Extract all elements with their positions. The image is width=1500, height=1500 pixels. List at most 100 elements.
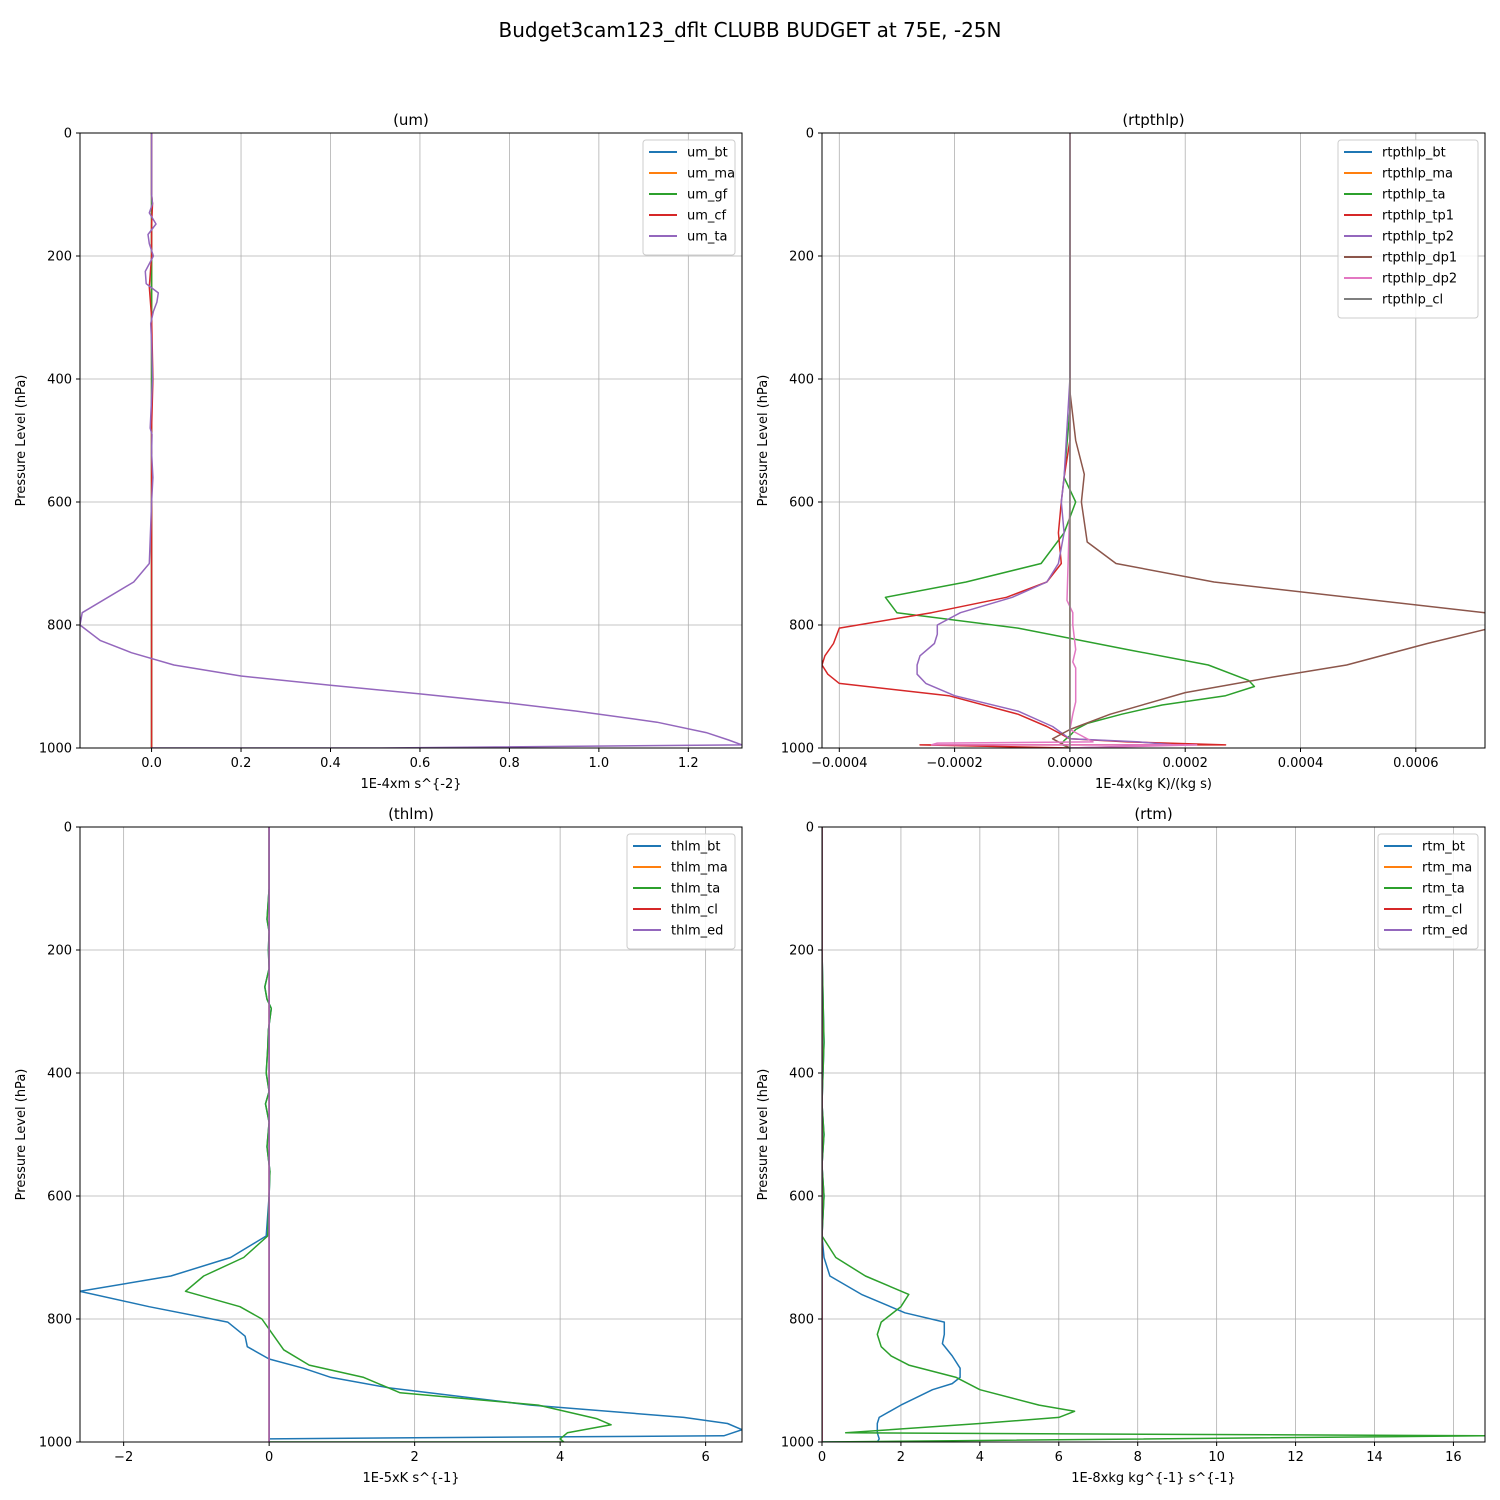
series-line-rtpthlp_tp2	[916, 133, 1175, 748]
legend-label: um_ta	[687, 230, 727, 245]
x-tick-label: 6	[1055, 1450, 1063, 1465]
series-line-rtm_ta	[822, 827, 1485, 1442]
x-tick-label: 10	[1208, 1450, 1225, 1465]
x-tick-label: −0.0002	[926, 756, 982, 771]
chart-panel-1: −0.0004 −0.0002 0.0000 0.0002 0.0004 0.0006 0 2…	[756, 111, 1486, 792]
plot-frame	[79, 132, 743, 749]
x-tick-label: 2	[410, 1450, 418, 1465]
y-tick-label: 400	[47, 373, 72, 388]
legend-label: rtm_ta	[1422, 882, 1465, 897]
x-tick-label: 0.0	[141, 756, 162, 771]
legend: rtm_bt rtm_ma rtm_ta rtm_cl rtm_ed	[1377, 833, 1479, 950]
x-tick-label: 0.0000	[1047, 756, 1093, 771]
legend-label: thlm_ma	[671, 861, 728, 876]
series-line-um_ta	[80, 133, 742, 748]
series-line-rtpthlp_ta	[884, 133, 1256, 748]
series-group	[822, 827, 1485, 1442]
legend: thlm_bt thlm_ma thlm_ta thlm_cl thlm_ed	[626, 833, 736, 950]
y-tick-label: 0	[806, 821, 814, 836]
legend-box	[626, 833, 736, 950]
legend-label: thlm_ta	[671, 882, 720, 897]
legend: rtpthlp_bt rtpthlp_ma rtpthlp_ta rtpthlp_tp…	[1337, 139, 1479, 319]
y-tick-label: 0	[64, 127, 72, 142]
y-tick-label: 400	[47, 1067, 72, 1082]
x-tick-label: 1.0	[589, 756, 610, 771]
x-tick-label: −2	[114, 1450, 133, 1465]
y-tick-label: 600	[47, 1190, 72, 1205]
y-axis-label: Pressure Level (hPa)	[756, 1069, 771, 1201]
y-tick-label: 1000	[781, 742, 814, 757]
legend-label: rtpthlp_dp1	[1382, 251, 1457, 266]
x-axis-label: 1E-4x(kg K)/(kg s)	[1095, 777, 1212, 792]
y-tick-label: 1000	[39, 1436, 72, 1451]
series-line-rtm_bt	[822, 827, 961, 1442]
x-axis-label: 1E-4xm s^{-2}	[360, 777, 461, 792]
x-tick-label: 4	[976, 1450, 984, 1465]
legend-box	[642, 139, 736, 256]
y-tick-label: 200	[47, 250, 72, 265]
x-tick-label: 0.0006	[1393, 756, 1439, 771]
x-tick-label: 0.8	[499, 756, 520, 771]
legend-label: rtpthlp_bt	[1382, 146, 1446, 161]
y-axis-label: Pressure Level (hPa)	[14, 375, 29, 507]
panel-title: (rtm)	[1134, 805, 1172, 823]
x-tick-label: 12	[1287, 1450, 1304, 1465]
y-tick-label: 200	[47, 944, 72, 959]
y-tick-label: 600	[789, 1190, 814, 1205]
x-tick-label: −0.0004	[811, 756, 867, 771]
x-tick-label: 0.6	[410, 756, 431, 771]
legend-label: um_bt	[687, 146, 728, 161]
x-tick-label: 0.0002	[1162, 756, 1208, 771]
chart-panel-2: −2 0 2 4 6 0 200 400 600 800 1000 (thlm) 1E-5xK s^{-…	[14, 805, 743, 1486]
legend-label: rtpthlp_dp2	[1382, 272, 1457, 287]
x-tick-label: 16	[1445, 1450, 1462, 1465]
y-tick-label: 200	[789, 944, 814, 959]
legend-label: um_ma	[687, 167, 735, 182]
y-tick-label: 0	[806, 127, 814, 142]
panel-title: (thlm)	[388, 805, 434, 823]
figure-title: Budget3cam123_dflt CLUBB BUDGET at 75E, …	[499, 18, 1002, 42]
series-group	[80, 133, 742, 748]
series-line-rtpthlp_dp2	[930, 133, 1198, 748]
panel-title: (um)	[393, 111, 429, 129]
plot-frame	[79, 826, 743, 1443]
x-axis-label: 1E-8xkg kg^{-1} s^{-1}	[1071, 1471, 1236, 1486]
legend-label: thlm_cl	[671, 903, 718, 918]
legend-label: rtpthlp_cl	[1382, 293, 1443, 308]
y-tick-label: 800	[47, 619, 72, 634]
y-tick-label: 800	[789, 1313, 814, 1328]
x-tick-label: 0.0004	[1278, 756, 1324, 771]
legend-label: um_cf	[687, 209, 727, 224]
chart-panel-0: 0.0 0.2 0.4 0.6 0.8 1.0 1.2 0 200 400 600 800 1000 (u…	[14, 111, 743, 792]
chart-panel-3: 0 2 4 6 8 10 12 14 16 0 200 400 600 800 1000 (rtm) 1E-8x…	[756, 805, 1486, 1486]
y-axis-label: Pressure Level (hPa)	[756, 375, 771, 507]
legend-label: rtm_bt	[1422, 840, 1465, 855]
y-tick-label: 600	[47, 496, 72, 511]
legend-label: rtpthlp_tp1	[1382, 209, 1454, 224]
panel-title: (rtpthlp)	[1122, 111, 1184, 129]
x-axis-label: 1E-5xK s^{-1}	[363, 1471, 460, 1486]
x-tick-label: 0.2	[231, 756, 252, 771]
x-tick-label: 0	[265, 1450, 273, 1465]
y-tick-label: 1000	[781, 1436, 814, 1451]
legend-label: thlm_bt	[671, 840, 720, 855]
legend-label: thlm_ed	[671, 924, 723, 939]
legend-label: rtm_cl	[1422, 903, 1462, 918]
y-tick-label: 600	[789, 496, 814, 511]
legend: um_bt um_ma um_gf um_cf um_ta	[642, 139, 736, 256]
y-tick-label: 800	[789, 619, 814, 634]
x-tick-label: 4	[556, 1450, 564, 1465]
y-tick-label: 1000	[39, 742, 72, 757]
x-tick-label: 2	[897, 1450, 905, 1465]
legend-box	[1377, 833, 1479, 950]
y-tick-label: 800	[47, 1313, 72, 1328]
series-line-rtpthlp_dp1	[1051, 133, 1485, 748]
x-tick-label: 14	[1366, 1450, 1383, 1465]
x-tick-label: 6	[701, 1450, 709, 1465]
series-line-rtpthlp_tp1	[822, 133, 1227, 748]
y-tick-label: 200	[789, 250, 814, 265]
y-tick-label: 400	[789, 1067, 814, 1082]
panels: 0.0 0.2 0.4 0.6 0.8 1.0 1.202004006008001000(u…	[14, 111, 1486, 1486]
legend-box	[1337, 139, 1479, 319]
